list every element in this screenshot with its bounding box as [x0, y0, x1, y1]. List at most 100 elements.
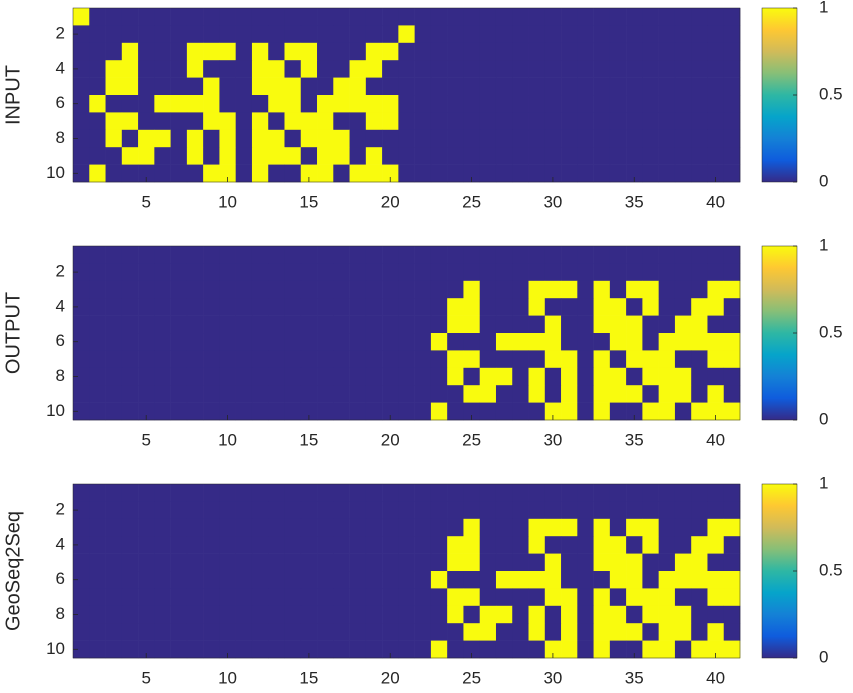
- cell: [268, 484, 285, 502]
- cell: [707, 518, 725, 537]
- cell: [447, 588, 464, 607]
- cell: [235, 484, 253, 502]
- cell: [577, 623, 594, 641]
- cell: [333, 571, 350, 589]
- cell: [593, 95, 611, 113]
- cell: [658, 8, 676, 26]
- cell: [577, 501, 594, 520]
- cell: [577, 484, 594, 502]
- cell: [317, 367, 334, 386]
- cell: [544, 350, 562, 369]
- cell: [219, 640, 236, 659]
- cell: [495, 402, 513, 421]
- cell: [642, 640, 659, 659]
- cell: [414, 315, 432, 334]
- cell: [300, 553, 318, 572]
- cell: [561, 484, 578, 502]
- cell: [251, 25, 269, 44]
- cell: [463, 164, 481, 183]
- cell: [105, 129, 123, 148]
- cell: [577, 588, 594, 607]
- cell: [642, 402, 659, 421]
- cell: [707, 164, 725, 183]
- cell: [186, 605, 204, 624]
- cell: [89, 42, 106, 61]
- cell: [398, 536, 415, 554]
- cell: [609, 77, 627, 96]
- cell: [317, 623, 334, 641]
- cell: [89, 280, 106, 299]
- y-axis-label: GeoSeq2Seq: [2, 511, 24, 631]
- cell: [658, 350, 676, 369]
- cell: [528, 402, 546, 421]
- cell: [235, 129, 253, 148]
- cell: [658, 147, 676, 165]
- cell: [170, 60, 188, 78]
- cell: [138, 77, 155, 96]
- cell: [284, 501, 302, 520]
- cell: [105, 164, 123, 183]
- cell: [528, 640, 546, 659]
- cell: [691, 246, 708, 264]
- cell: [593, 263, 611, 282]
- cell: [691, 164, 708, 183]
- cell: [658, 95, 676, 113]
- cell: [626, 95, 643, 113]
- cell: [186, 385, 204, 403]
- cell: [609, 280, 627, 299]
- cell: [626, 60, 643, 78]
- cell: [73, 77, 90, 96]
- x-tick-label: 40: [706, 430, 725, 449]
- cell: [430, 402, 448, 421]
- cell: [317, 280, 334, 299]
- cell: [479, 147, 497, 165]
- cell: [268, 605, 285, 624]
- cell: [105, 640, 123, 659]
- cell: [365, 298, 383, 316]
- cell: [609, 8, 627, 26]
- cell: [170, 588, 188, 607]
- cell: [73, 640, 90, 659]
- cell: [512, 367, 529, 386]
- cell: [300, 588, 318, 607]
- cell: [430, 8, 448, 26]
- cell: [235, 367, 253, 386]
- cell: [349, 147, 367, 165]
- cell: [300, 77, 318, 96]
- cell: [561, 640, 578, 659]
- cell: [333, 298, 350, 316]
- cell: [365, 350, 383, 369]
- colorbar: [761, 483, 798, 659]
- cell: [219, 42, 236, 61]
- cell: [268, 25, 285, 44]
- cell: [561, 350, 578, 369]
- cell: [723, 501, 741, 520]
- cell: [235, 246, 253, 264]
- cell: [463, 298, 481, 316]
- cell: [512, 553, 529, 572]
- cell: [138, 315, 155, 334]
- cell: [203, 77, 220, 96]
- cell: [235, 571, 253, 589]
- cell: [382, 164, 399, 183]
- cell: [495, 367, 513, 386]
- cell: [414, 367, 432, 386]
- cell: [447, 280, 464, 299]
- cell: [430, 536, 448, 554]
- cell: [561, 112, 578, 131]
- cell: [105, 553, 123, 572]
- cell: [89, 77, 106, 96]
- cell: [317, 315, 334, 334]
- cell: [105, 518, 123, 537]
- cell: [642, 623, 659, 641]
- cell: [219, 350, 236, 369]
- cell: [626, 571, 643, 589]
- cell: [561, 501, 578, 520]
- cell: [365, 8, 383, 26]
- cell: [479, 112, 497, 131]
- cell: [300, 402, 318, 421]
- cell: [349, 385, 367, 403]
- cell: [89, 605, 106, 624]
- cell: [73, 501, 90, 520]
- cell: [479, 571, 497, 589]
